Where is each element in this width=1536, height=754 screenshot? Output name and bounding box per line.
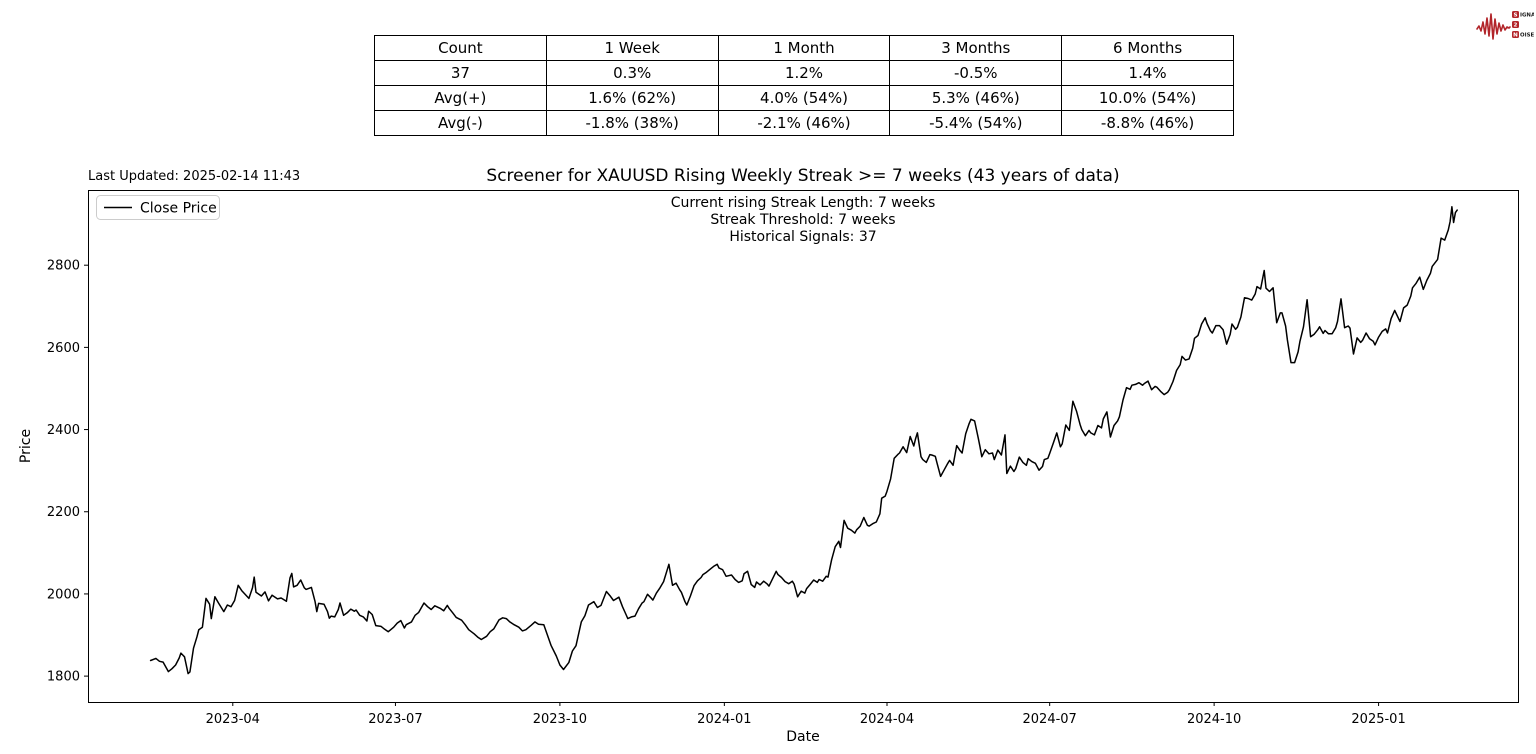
stats-header-6months: 6 Months xyxy=(1061,35,1234,61)
stats-cell: Avg(+) xyxy=(374,85,547,111)
annotation-streak-length: Current rising Streak Length: 7 weeks xyxy=(671,195,936,211)
stats-header-row: Count 1 Week 1 Month 3 Months 6 Months xyxy=(374,35,1234,61)
stats-cell: 10.0% (54%) xyxy=(1061,85,1234,111)
stats-cell: 4.0% (54%) xyxy=(717,85,891,111)
x-axis-label: Date xyxy=(786,729,819,745)
logo-s-badge xyxy=(1512,11,1519,18)
waveform-icon xyxy=(1476,13,1511,40)
y-tick-label: 2400 xyxy=(47,423,80,438)
x-tick-label: 2024-04 xyxy=(860,712,914,727)
x-tick-label: 2025-01 xyxy=(1351,712,1405,727)
logo-signal-rest: IGNAL xyxy=(1520,13,1534,19)
logo-2-badge xyxy=(1512,21,1519,28)
logo-n-badge xyxy=(1512,31,1519,38)
logo-noise-rest: OISE xyxy=(1520,33,1534,39)
stats-cell: 0.3% xyxy=(545,60,719,86)
stats-cell: -1.8% (38%) xyxy=(545,110,719,136)
y-tick-label: 1800 xyxy=(47,670,80,685)
x-tick-label: 2024-01 xyxy=(697,712,751,727)
stats-cell: -0.5% xyxy=(889,60,1063,86)
stats-cell: Avg(-) xyxy=(374,110,547,136)
stats-cell: -8.8% (46%) xyxy=(1061,110,1234,136)
x-tick-label: 2023-07 xyxy=(368,712,422,727)
annotation-streak-threshold: Streak Threshold: 7 weeks xyxy=(710,212,895,228)
chart-title: Screener for XAUUSD Rising Weekly Streak… xyxy=(486,166,1119,186)
x-tick-label: 2024-10 xyxy=(1187,712,1241,727)
x-axis-ticks: 2023-04 2023-07 2023-10 2024-01 2024-04 2024-… xyxy=(206,702,1406,727)
stats-header-1month: 1 Month xyxy=(717,35,891,61)
y-tick-label: 2000 xyxy=(47,587,80,602)
x-tick-label: 2024-07 xyxy=(1023,712,1077,727)
logo-2-digit: 2 xyxy=(1514,23,1518,29)
close-price-line xyxy=(149,206,1458,675)
stats-cell: 1.6% (62%) xyxy=(545,85,719,111)
y-axis-ticks: 1800 2000 2200 2400 2600 2800 xyxy=(47,259,88,685)
x-tick-label: 2023-04 xyxy=(206,712,260,727)
legend-label: Close Price xyxy=(140,201,217,217)
stats-row-avg-negative: Avg(-) -1.8% (38%) -2.1% (46%) -5.4% (54… xyxy=(374,110,1234,136)
stats-cell: 1.4% xyxy=(1061,60,1234,86)
stats-table: Count 1 Week 1 Month 3 Months 6 Months 3… xyxy=(374,35,1234,136)
logo-n-letter: N xyxy=(1513,33,1518,39)
stats-cell: -5.4% (54%) xyxy=(889,110,1063,136)
y-tick-label: 2800 xyxy=(47,259,80,274)
y-axis-label: Price xyxy=(18,429,34,463)
annotation-historical-signals: Historical Signals: 37 xyxy=(729,229,876,245)
stats-header-count: Count xyxy=(374,35,547,61)
signal2noise-logo: S SIGNAL IGNAL 2 N OISE xyxy=(1476,11,1534,40)
last-updated: Last Updated: 2025-02-14 11:43 xyxy=(88,169,300,184)
x-tick-label: 2023-10 xyxy=(533,712,587,727)
legend-box xyxy=(96,195,220,220)
stats-cell: -2.1% (46%) xyxy=(717,110,891,136)
legend: Close Price xyxy=(96,195,220,220)
stats-row-avg-positive: Avg(+) 1.6% (62%) 4.0% (54%) 5.3% (46%) … xyxy=(374,85,1234,111)
logo-s-letter: S xyxy=(1513,13,1517,19)
y-tick-label: 2600 xyxy=(47,341,80,356)
stats-row-returns: 37 0.3% 1.2% -0.5% 1.4% xyxy=(374,60,1234,86)
close-price-line-group xyxy=(149,206,1458,675)
plot-border xyxy=(88,190,1519,703)
stats-cell: 37 xyxy=(374,60,547,86)
y-tick-label: 2200 xyxy=(47,505,80,520)
